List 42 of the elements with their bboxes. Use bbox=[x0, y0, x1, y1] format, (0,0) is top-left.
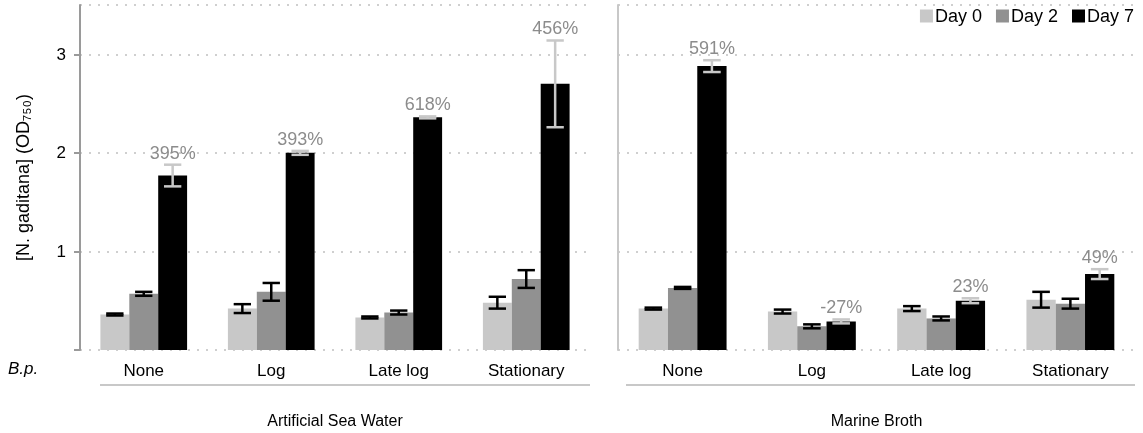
x-tick-label: None bbox=[662, 361, 703, 380]
y-tick-label: 3 bbox=[56, 44, 66, 64]
annotation: 23% bbox=[952, 276, 989, 297]
annotation: 618% bbox=[404, 94, 451, 115]
y-tick-label: 1 bbox=[56, 241, 66, 261]
bar bbox=[697, 66, 727, 350]
text: B.p. bbox=[8, 359, 39, 378]
bar bbox=[1085, 274, 1115, 350]
y-axis-title: [N. gaditana] (OD₇₅₀) bbox=[13, 94, 33, 261]
annotation: 456% bbox=[532, 18, 579, 39]
x-tick-label: None bbox=[123, 361, 165, 380]
bar bbox=[1055, 303, 1086, 350]
bar bbox=[129, 293, 159, 350]
annotation: -27% bbox=[820, 297, 863, 318]
bar bbox=[797, 326, 827, 350]
x-tick-label: Stationary bbox=[487, 361, 566, 380]
annotation: 49% bbox=[1081, 247, 1118, 268]
bar bbox=[955, 300, 986, 350]
annotation: 591% bbox=[688, 38, 735, 59]
bar bbox=[158, 175, 188, 350]
x-tick-label: Log bbox=[257, 361, 286, 380]
bar bbox=[926, 318, 956, 350]
x-axis-title: Marine Broth bbox=[830, 411, 923, 429]
legend-label: Day 2 bbox=[1010, 6, 1058, 26]
bar bbox=[384, 312, 414, 350]
bar bbox=[511, 279, 541, 350]
bar bbox=[540, 83, 570, 350]
legend-label: Day 0 bbox=[934, 6, 982, 26]
bar bbox=[285, 152, 315, 350]
x-axis-title: Artificial Sea Water bbox=[267, 411, 404, 429]
x-tick-label: Late log bbox=[910, 361, 972, 380]
annotation: 395% bbox=[149, 142, 196, 163]
legend-label: Day 7 bbox=[1086, 6, 1135, 26]
bar bbox=[413, 117, 443, 350]
bar bbox=[256, 291, 286, 350]
x-tick-label: Late log bbox=[368, 361, 429, 380]
y-tick-label: 2 bbox=[56, 143, 66, 163]
annotation: 393% bbox=[277, 128, 324, 149]
x-tick-label: Stationary bbox=[1032, 361, 1110, 380]
x-tick-label: Log bbox=[797, 361, 827, 380]
bar bbox=[667, 287, 698, 350]
bar bbox=[826, 321, 856, 350]
